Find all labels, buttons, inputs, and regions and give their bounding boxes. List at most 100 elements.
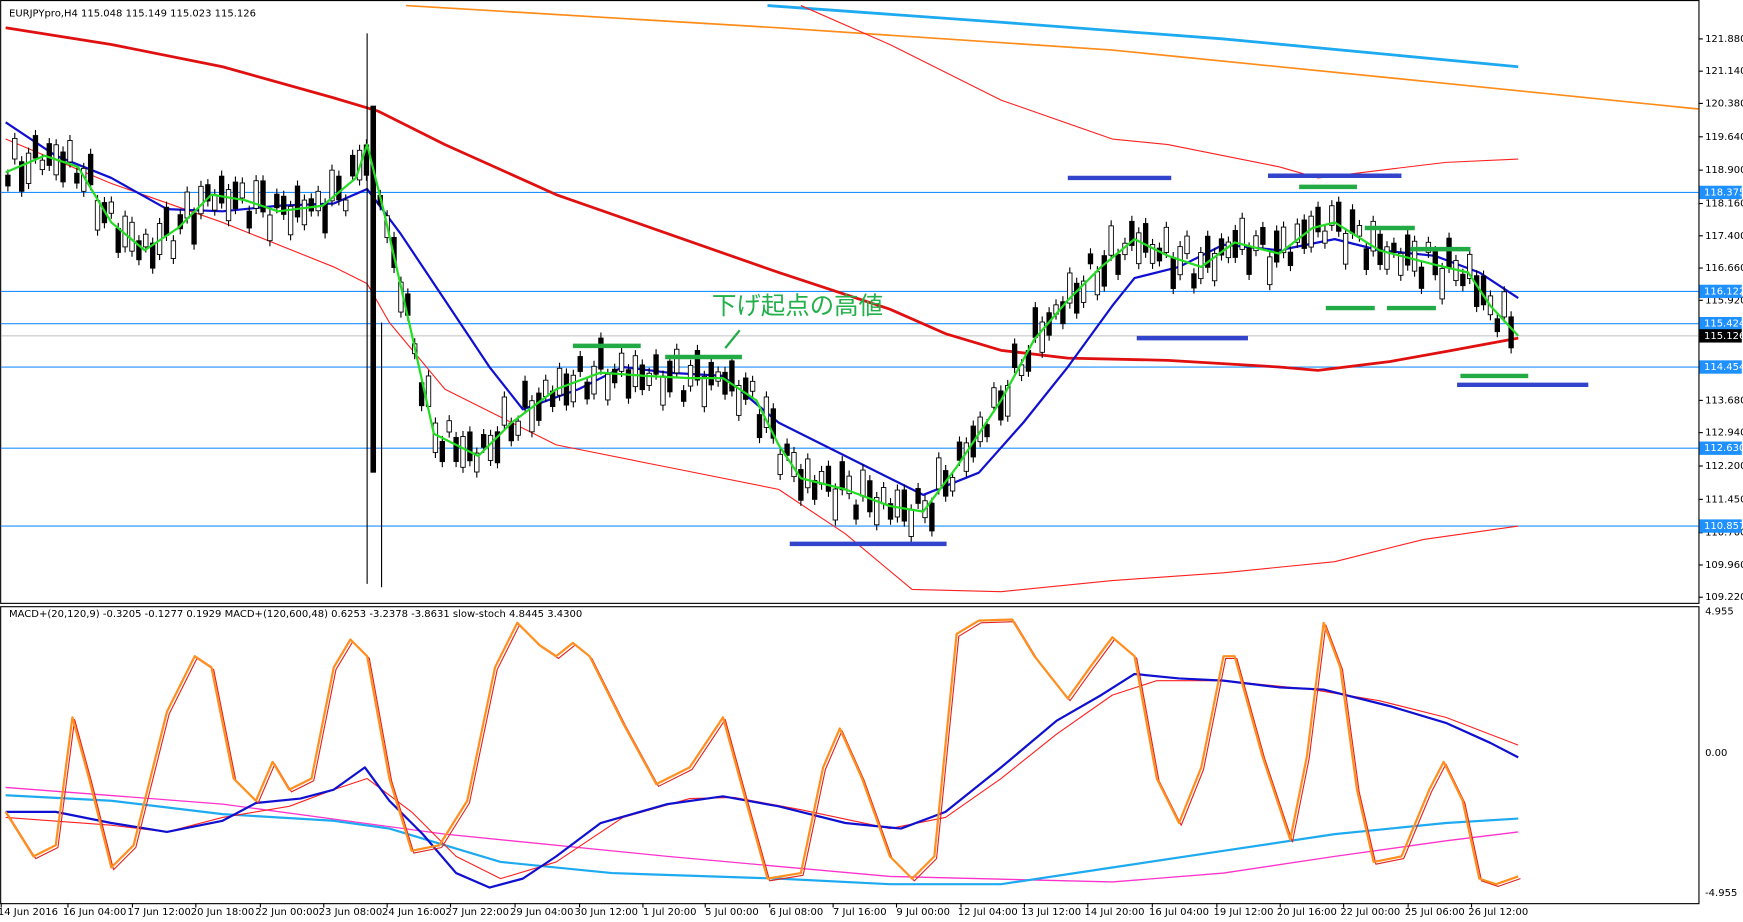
price-marker-box xyxy=(1699,284,1742,299)
candle-body xyxy=(1418,266,1425,289)
candle-body xyxy=(315,190,321,212)
price-label: 109.960 xyxy=(1705,560,1743,571)
candle-body xyxy=(543,379,549,397)
candle-body xyxy=(294,185,301,218)
candle-body xyxy=(1115,253,1121,275)
candle-body xyxy=(198,185,204,215)
main-panel xyxy=(0,0,1700,604)
candle-body xyxy=(805,458,811,489)
candle-body xyxy=(1149,244,1156,264)
candle-body xyxy=(1101,255,1107,287)
candle-body xyxy=(936,457,942,490)
candle-body xyxy=(632,355,639,388)
time-label: 14 Jun 2016 xyxy=(0,907,58,918)
candle-body xyxy=(901,489,907,522)
candle-body xyxy=(184,191,190,219)
candle-body xyxy=(218,175,225,204)
annotation-pointer xyxy=(724,329,741,349)
candle-body xyxy=(1136,232,1142,265)
candle-body xyxy=(281,195,287,215)
candle-body xyxy=(1349,209,1356,234)
candle-body xyxy=(287,205,294,236)
stoch xyxy=(4,618,1519,886)
candle-body xyxy=(522,380,528,408)
candle-body xyxy=(1267,256,1273,286)
candle-body xyxy=(729,360,735,392)
green-ma xyxy=(5,143,1520,513)
candle-body xyxy=(674,348,680,374)
candle-body xyxy=(1280,226,1287,254)
macd-long xyxy=(5,794,1519,886)
time-label: 16 Jun 04:00 xyxy=(63,907,127,918)
candle-body xyxy=(860,469,866,497)
price-label: 119.640 xyxy=(1705,132,1743,143)
candle-body xyxy=(1074,282,1080,314)
candle-body xyxy=(1329,205,1335,226)
price-marker-label: 114.454 xyxy=(1704,362,1743,373)
candle-body xyxy=(1508,316,1514,349)
red-ma xyxy=(5,26,1519,372)
candle-body xyxy=(625,369,632,399)
price-label: 112.940 xyxy=(1705,428,1743,439)
candle-body xyxy=(494,431,501,464)
candle-body xyxy=(536,392,542,421)
candle-body xyxy=(225,189,232,222)
time-label: 22 Jun 00:00 xyxy=(255,907,319,918)
candle-body xyxy=(880,487,887,505)
candle-body xyxy=(694,350,701,381)
candle-body xyxy=(108,201,114,214)
candle-body xyxy=(853,504,859,520)
candle-body xyxy=(232,181,239,210)
candle-body xyxy=(322,203,328,234)
indicator-header: MACD+(20,120,9) -0.3205 -0.1277 0.1929 M… xyxy=(9,609,582,620)
candle-body xyxy=(177,214,183,230)
candle-body xyxy=(701,375,708,408)
candle-body xyxy=(308,198,314,212)
price-label: 118.160 xyxy=(1705,199,1743,210)
candle-body xyxy=(246,210,252,229)
candle-body xyxy=(929,502,935,532)
candle-body xyxy=(591,365,597,395)
candle-body xyxy=(1473,275,1480,307)
candle-body xyxy=(94,200,101,231)
candle-body xyxy=(453,437,459,462)
candle-body xyxy=(1356,225,1363,237)
indicator-axis-label: 0.00 xyxy=(1705,748,1727,759)
price-marker-label: 115.126 xyxy=(1704,331,1743,342)
candle-body xyxy=(446,420,452,433)
candle-body xyxy=(1398,252,1404,276)
candle-body xyxy=(150,242,156,269)
candle-body xyxy=(1494,318,1500,333)
candle-body xyxy=(1391,242,1397,253)
candle-body xyxy=(646,372,652,386)
candle-body xyxy=(1039,321,1045,353)
candle-body xyxy=(1480,275,1487,306)
upper-band xyxy=(800,5,1519,179)
candle-body xyxy=(301,199,308,226)
candle-body xyxy=(598,337,604,370)
long-ma xyxy=(406,4,1699,110)
candle-body xyxy=(1363,248,1369,270)
candle-body xyxy=(722,371,728,395)
candle-body xyxy=(1336,201,1342,232)
candle-body xyxy=(653,354,659,375)
candle-body xyxy=(1273,230,1280,263)
candle-body xyxy=(39,159,46,171)
candle-body xyxy=(1067,272,1073,304)
candle-body xyxy=(1460,273,1466,287)
time-label: 20 Jun 18:00 xyxy=(191,907,255,918)
cyan-ma xyxy=(767,4,1519,69)
candle-body xyxy=(639,364,645,391)
candle-body xyxy=(811,480,818,500)
candle-body xyxy=(349,154,356,177)
price-marker-box xyxy=(1699,441,1742,455)
candle-body xyxy=(25,152,32,184)
candle-body xyxy=(1211,252,1218,282)
candle-body xyxy=(956,441,963,461)
plot-layer xyxy=(1,4,1699,889)
time-label: 19 Jul 12:00 xyxy=(1214,907,1274,918)
candle-body xyxy=(770,408,776,439)
indicator-axis-label: -4.955 xyxy=(1705,888,1737,899)
price-label: 110.700 xyxy=(1705,528,1743,539)
candle-body xyxy=(481,434,487,448)
